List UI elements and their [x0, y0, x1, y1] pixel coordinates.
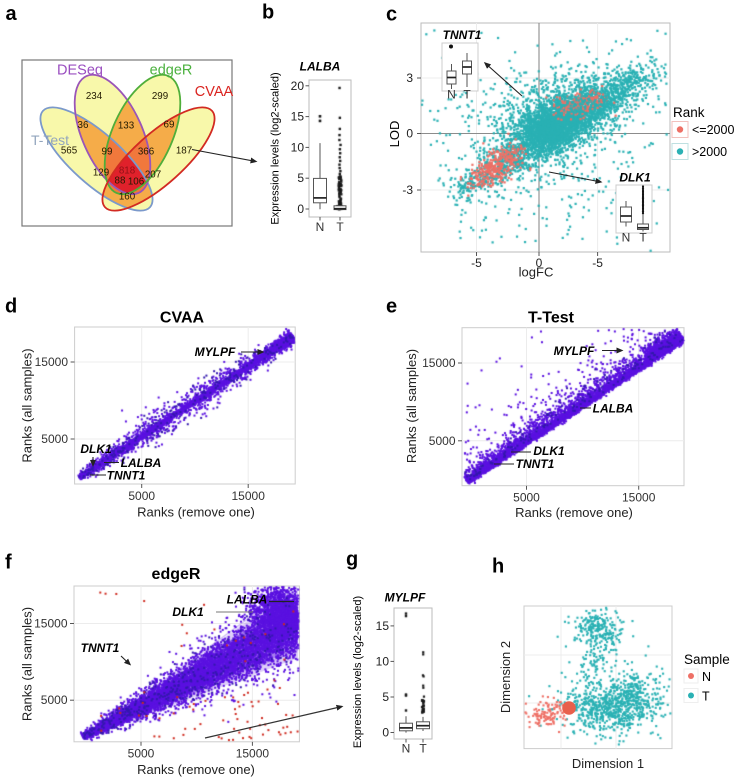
- svg-text:234: 234: [86, 91, 103, 102]
- svg-text:edgeR: edgeR: [150, 63, 193, 79]
- svg-text:T: T: [463, 88, 471, 102]
- svg-text:T: T: [336, 220, 344, 234]
- svg-text:133: 133: [118, 121, 135, 132]
- svg-text:DLK1: DLK1: [172, 605, 204, 619]
- svg-text:Dimension 2: Dimension 2: [498, 641, 513, 713]
- svg-text:Ranks (all samples): Ranks (all samples): [20, 348, 35, 462]
- svg-text:<=2000: <=2000: [692, 123, 734, 137]
- svg-text:15: 15: [376, 619, 390, 633]
- svg-text:DESeq: DESeq: [57, 63, 103, 79]
- svg-text:LALBA: LALBA: [300, 60, 341, 74]
- svg-text:T-Test: T-Test: [528, 310, 575, 327]
- svg-text:299: 299: [152, 91, 168, 102]
- svg-text:Expression levels (log2-scaled: Expression levels (log2-scaled): [270, 72, 282, 224]
- svg-text:-5: -5: [471, 256, 482, 270]
- svg-text:15000: 15000: [34, 617, 68, 631]
- svg-text:a: a: [6, 3, 18, 25]
- svg-text:20: 20: [291, 79, 305, 93]
- svg-text:>2000: >2000: [692, 145, 727, 159]
- svg-text:0: 0: [382, 726, 389, 740]
- svg-text:5: 5: [297, 171, 304, 185]
- svg-text:CVAA: CVAA: [195, 84, 234, 100]
- svg-text:129: 129: [93, 168, 109, 179]
- svg-text:5: 5: [382, 690, 389, 704]
- svg-text:N: N: [622, 231, 631, 245]
- svg-text:10: 10: [376, 654, 390, 668]
- svg-text:-3: -3: [402, 183, 413, 197]
- svg-text:Expression levels (log2-scaled: Expression levels (log2-scaled): [352, 596, 364, 748]
- svg-text:N: N: [316, 220, 325, 234]
- svg-text:DLK1: DLK1: [533, 444, 565, 458]
- svg-text:TNNT1: TNNT1: [107, 469, 146, 483]
- svg-text:edgeR: edgeR: [152, 566, 201, 583]
- svg-text:T: T: [702, 690, 710, 704]
- svg-text:d: d: [5, 296, 17, 318]
- svg-text:36: 36: [78, 120, 89, 131]
- svg-text:5000: 5000: [429, 434, 456, 448]
- svg-text:10: 10: [291, 140, 305, 154]
- svg-text:MYLPF: MYLPF: [195, 345, 236, 359]
- svg-text:N: N: [402, 742, 411, 756]
- svg-text:T: T: [639, 231, 647, 245]
- svg-text:g: g: [346, 549, 358, 571]
- svg-text:c: c: [386, 4, 397, 26]
- svg-text:366: 366: [138, 147, 155, 158]
- svg-text:15000: 15000: [232, 489, 266, 503]
- svg-text:5000: 5000: [513, 491, 540, 505]
- svg-text:69: 69: [164, 120, 175, 131]
- svg-text:106: 106: [128, 177, 145, 188]
- svg-text:h: h: [492, 556, 504, 578]
- svg-text:5000: 5000: [41, 693, 68, 707]
- svg-text:DLK1: DLK1: [619, 171, 651, 185]
- svg-text:MYLPF: MYLPF: [554, 344, 595, 358]
- svg-text:LALBA: LALBA: [227, 593, 268, 607]
- svg-text:15000: 15000: [422, 356, 456, 370]
- svg-text:187: 187: [176, 146, 192, 157]
- svg-text:15000: 15000: [35, 355, 69, 369]
- svg-text:e: e: [386, 296, 397, 318]
- svg-text:5000: 5000: [128, 747, 155, 761]
- svg-text:DLK1: DLK1: [80, 442, 112, 456]
- svg-text:0: 0: [297, 202, 304, 216]
- svg-text:LOD: LOD: [387, 121, 402, 148]
- svg-text:T: T: [419, 742, 427, 756]
- svg-text:15000: 15000: [236, 747, 270, 761]
- svg-text:15: 15: [291, 110, 305, 124]
- svg-text:b: b: [262, 2, 274, 24]
- svg-text:CVAA: CVAA: [160, 310, 205, 327]
- svg-text:818: 818: [119, 166, 136, 177]
- svg-text:LALBA: LALBA: [593, 402, 634, 416]
- svg-text:TNNT1: TNNT1: [81, 641, 120, 655]
- svg-text:565: 565: [61, 146, 78, 157]
- svg-text:Ranks (remove one): Ranks (remove one): [515, 505, 633, 520]
- svg-text:LALBA: LALBA: [121, 456, 162, 470]
- svg-text:TNNT1: TNNT1: [516, 457, 555, 471]
- svg-text:-5: -5: [592, 256, 603, 270]
- svg-text:N: N: [702, 670, 711, 684]
- svg-text:5000: 5000: [128, 489, 155, 503]
- svg-text:Ranks (all samples): Ranks (all samples): [20, 607, 35, 721]
- svg-text:TNNT1: TNNT1: [443, 28, 482, 42]
- svg-text:Rank: Rank: [673, 105, 705, 120]
- svg-text:99: 99: [102, 147, 113, 158]
- svg-text:logFC: logFC: [519, 265, 554, 280]
- svg-text:f: f: [5, 552, 12, 574]
- svg-text:Dimension 1: Dimension 1: [572, 756, 644, 771]
- svg-text:Sample: Sample: [684, 652, 730, 667]
- svg-text:Ranks (all samples): Ranks (all samples): [404, 349, 419, 463]
- svg-text:Ranks (remove one): Ranks (remove one): [137, 505, 255, 520]
- svg-text:MYLPF: MYLPF: [385, 591, 426, 605]
- svg-text:N: N: [447, 88, 456, 102]
- svg-text:160: 160: [119, 192, 136, 203]
- svg-text:0: 0: [406, 127, 413, 141]
- svg-text:0: 0: [536, 256, 543, 270]
- svg-text:3: 3: [406, 71, 413, 85]
- svg-text:5000: 5000: [41, 432, 68, 446]
- svg-text:Ranks (remove one): Ranks (remove one): [137, 762, 255, 777]
- svg-text:207: 207: [145, 170, 161, 181]
- svg-text:T-Test: T-Test: [31, 132, 69, 148]
- svg-text:88: 88: [115, 176, 126, 187]
- svg-text:15000: 15000: [622, 491, 656, 505]
